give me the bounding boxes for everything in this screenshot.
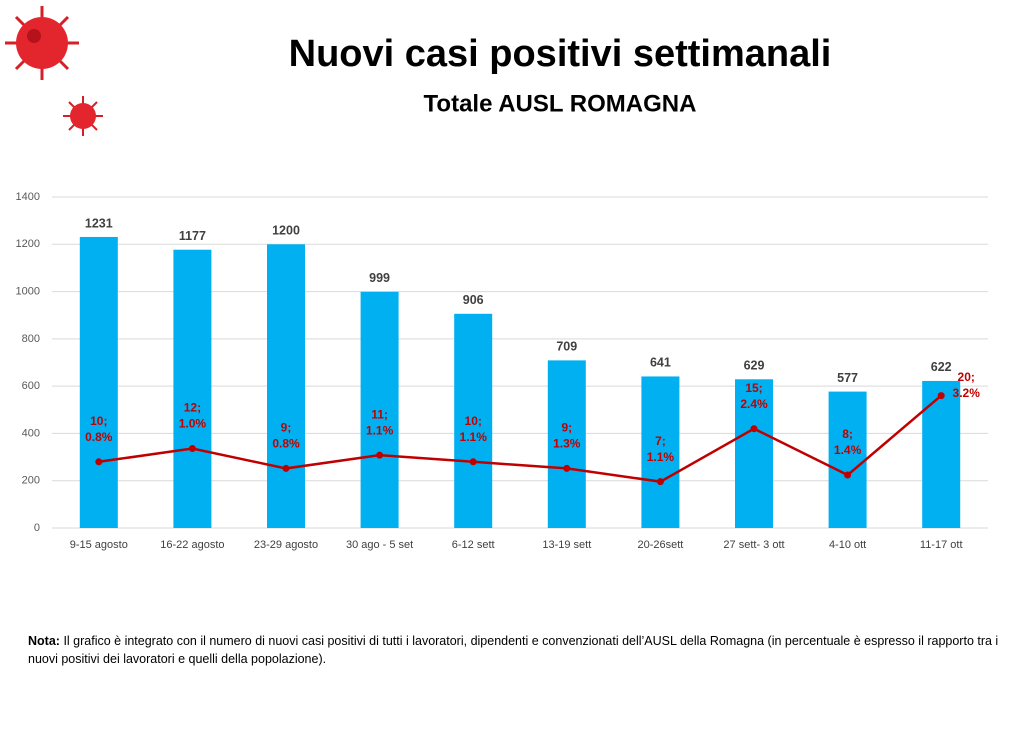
x-tick-label: 4-10 ott [829,539,866,551]
note: Nota: Il grafico è integrato con il nume… [28,632,1003,668]
bar [173,249,212,528]
share-label: 0.8% [272,437,300,451]
line-point [563,464,571,472]
share-label: 1.1% [647,450,675,464]
share-label: 1.1% [460,430,488,444]
x-tick-label: 16-22 agosto [160,539,224,551]
bar-value-label: 622 [931,360,952,374]
bar-value-label: 1231 [85,216,113,230]
line-point [95,458,103,466]
share-label: 1.1% [366,423,394,437]
chart-subtitle: Totale AUSL ROMAGNA [424,90,697,117]
line-value-label: 7; [655,434,666,448]
x-tick-label: 27 sett- 3 ott [723,539,784,551]
x-tick-label: 13-19 sett [542,539,591,551]
bar [735,379,773,528]
y-tick-label: 400 [22,427,40,439]
x-tick-label: 30 ago - 5 set [346,539,413,551]
line-point [376,451,384,459]
share-label: 1.4% [834,443,862,457]
line-value-label: 9; [561,421,572,435]
bar-value-label: 1177 [179,229,206,243]
line-value-label: 8; [842,427,853,441]
bar [79,236,118,528]
bar-value-label: 709 [556,340,577,354]
line-point [188,445,196,453]
line-point [937,392,945,400]
y-tick-label: 0 [34,522,40,534]
line-value-label: 9; [281,421,292,435]
bar-value-label: 999 [369,271,390,285]
line-value-label: 10; [90,414,107,428]
line-value-label: 12; [184,401,201,415]
y-tick-label: 1200 [16,238,40,250]
bar [267,244,305,529]
bar [360,291,399,528]
x-tick-label: 6-12 sett [452,539,495,551]
line-point [656,478,664,486]
x-tick-label: 23-29 agosto [254,539,318,551]
bar [547,360,586,528]
y-tick-label: 200 [22,475,40,487]
y-tick-label: 800 [22,333,40,345]
line-point [750,425,758,433]
bar-value-label: 1200 [272,224,300,238]
line-value-label: 20; [958,370,975,384]
chart-title: Nuovi casi positivi settimanali [289,33,832,75]
share-label: 1.0% [179,417,207,431]
note-label: Nota: [28,634,60,648]
line-value-label: 11; [371,407,388,421]
line-point [844,471,852,479]
line-point [282,464,290,472]
bar [641,376,680,528]
y-tick-label: 1400 [16,191,40,203]
bar-value-label: 577 [837,371,858,385]
line-value-label: 15; [745,381,762,395]
y-tick-label: 600 [22,380,40,392]
x-tick-label: 11-17 ott [920,539,963,551]
x-tick-label: 9-15 agosto [70,539,128,551]
line-value-label: 10; [465,414,482,428]
bar-value-label: 906 [463,293,484,307]
note-text: Il grafico è integrato con il numero di … [28,634,999,666]
x-tick-label: 20-26sett [637,539,683,551]
line [98,394,943,483]
bar-value-label: 629 [744,359,765,373]
share-label: 1.3% [553,437,581,451]
bar [454,313,493,528]
line-point [469,458,477,466]
chart: Nuovi casi positivi settimanali Totale A… [5,6,988,551]
bar [828,391,867,528]
share-label: 2.4% [740,397,768,411]
share-label: 3.2% [953,386,981,400]
virus-icon [5,6,103,136]
bar-value-label: 641 [650,356,671,370]
y-tick-label: 1000 [16,285,40,297]
share-label: 0.8% [85,430,113,444]
bar [922,380,961,528]
